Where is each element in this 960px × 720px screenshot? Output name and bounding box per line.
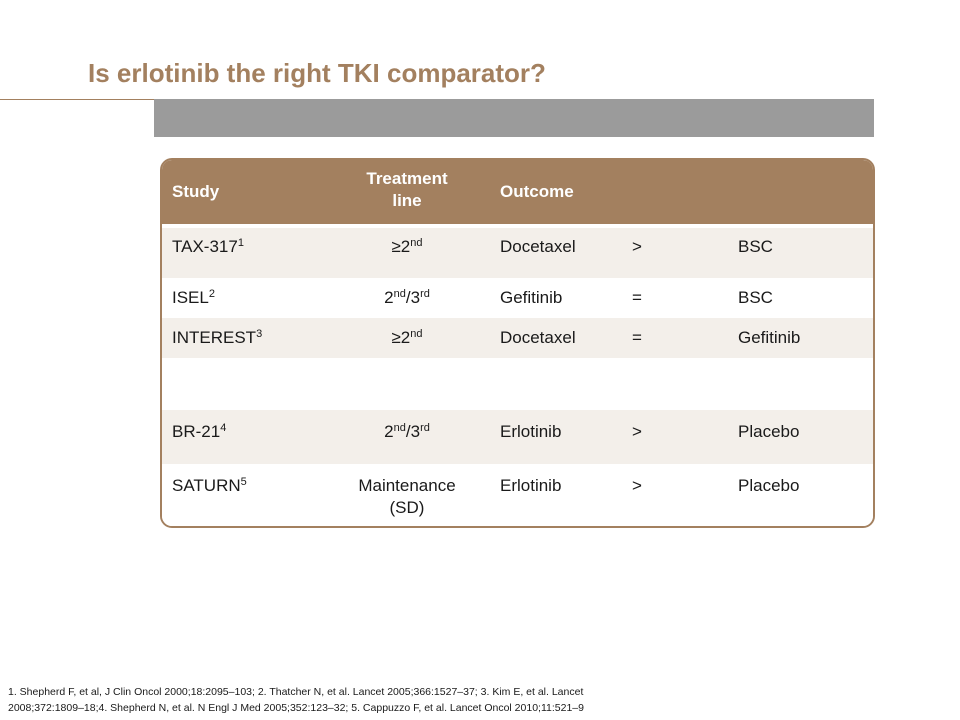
drug-a: Erlotinib [500,422,562,441]
reference-line: 1. Shepherd F, et al, J Clin Oncol 2000;… [8,686,584,698]
table-row: ISEL2 2nd/3rd Gefitinib = BSC [162,278,873,318]
drug-b: Placebo [738,476,800,495]
drug-a: Docetaxel [500,237,576,256]
comparison-operator: = [632,288,642,307]
comparison-operator: > [632,237,642,256]
treatment-line: ≥2nd [391,328,423,347]
drug-b: BSC [738,288,773,307]
comparison-table: Study Treatment line Outcome TAX-3171 ≥2… [160,158,875,528]
references-footnote: 1. Shepherd F, et al, J Clin Oncol 2000;… [8,684,948,716]
reference-marker: 3 [256,328,263,340]
study-name: ISEL2 [172,288,215,307]
header-study: Study [172,182,220,201]
study-name: TAX-3171 [172,237,244,256]
title-underline [0,99,154,100]
study-name: SATURN5 [172,476,247,495]
drug-a: Docetaxel [500,328,576,347]
drug-b: Gefitinib [738,328,801,347]
slide-title: Is erlotinib the right TKI comparator? [88,58,546,88]
comparison-operator: > [632,422,642,441]
table-row: SATURN5 Maintenance (SD) Erlotinib > Pla… [162,464,873,526]
header-outcome: Outcome [500,182,574,201]
comparison-operator: > [632,476,642,495]
table-row: BR-214 2nd/3rd Erlotinib > Placebo [162,410,873,464]
treatment-line: Maintenance (SD) [358,476,456,517]
header-bar [154,99,874,137]
drug-b: BSC [738,237,773,256]
table-row: TAX-3171 ≥2nd Docetaxel > BSC [162,228,873,278]
header-treatment-line: Treatment line [312,168,502,212]
reference-marker: 4 [220,422,227,434]
header-treatment-line-2: line [392,191,422,210]
study-name: INTEREST3 [172,328,263,347]
reference-marker: 5 [240,476,247,488]
table-header-row: Study Treatment line Outcome [162,160,873,228]
comparison-operator: = [632,328,642,347]
treatment-line: ≥2nd [391,237,423,256]
table-spacer-row [162,358,873,410]
header-treatment-line-1: Treatment [366,169,448,188]
table-row: INTEREST3 ≥2nd Docetaxel = Gefitinib [162,318,873,358]
treatment-line: 2nd/3rd [384,422,430,441]
reference-marker: 1 [237,237,244,249]
study-name: BR-214 [172,422,227,441]
treatment-line: 2nd/3rd [384,288,430,307]
drug-b: Placebo [738,422,800,441]
reference-line: 2008;372:1809–18;4. Shepherd N, et al. N… [8,702,584,714]
drug-a: Gefitinib [500,288,563,307]
drug-a: Erlotinib [500,476,562,495]
reference-marker: 2 [208,288,215,300]
